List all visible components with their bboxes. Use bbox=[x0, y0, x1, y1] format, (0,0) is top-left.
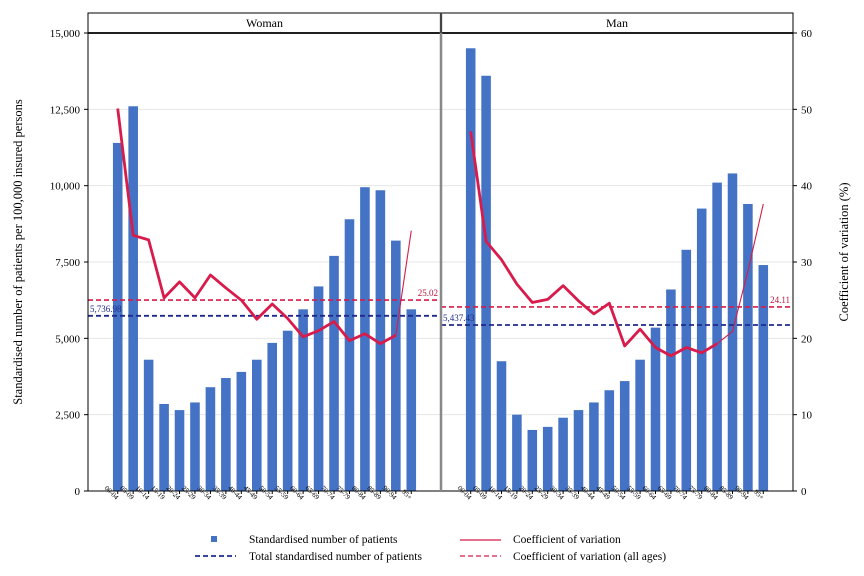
y2-tick-label: 60 bbox=[801, 28, 813, 40]
panel-title: Man bbox=[606, 16, 628, 30]
cv-line-thin bbox=[395, 230, 412, 336]
bar bbox=[758, 265, 769, 491]
bar bbox=[190, 402, 200, 491]
bar bbox=[174, 410, 185, 491]
y-axis-label: Standardised number of patients per 100,… bbox=[11, 99, 25, 405]
cv-all-label: 24.11 bbox=[770, 295, 790, 305]
bar bbox=[298, 309, 308, 491]
panel-header bbox=[88, 13, 441, 33]
bar bbox=[282, 330, 293, 491]
bar bbox=[743, 203, 753, 491]
bar bbox=[236, 371, 247, 491]
bar bbox=[465, 48, 476, 492]
bar bbox=[635, 359, 645, 491]
legend: Standardised number of patients Total sta… bbox=[195, 534, 666, 563]
axes bbox=[84, 32, 797, 494]
bar bbox=[205, 387, 216, 491]
y-tick-label: 12,500 bbox=[50, 104, 81, 116]
cv-lines bbox=[116, 108, 764, 358]
total-label: 5,736.98 bbox=[90, 304, 122, 314]
panel-header bbox=[441, 13, 793, 33]
cv-all-label: 25.02 bbox=[418, 288, 438, 298]
bar bbox=[696, 208, 707, 492]
bar bbox=[619, 381, 630, 491]
legend-bar-swatch bbox=[211, 536, 217, 542]
y-tick-label: 5,000 bbox=[55, 333, 80, 345]
y-tick-label: 0 bbox=[75, 486, 81, 498]
bar bbox=[558, 417, 568, 491]
bar bbox=[360, 187, 370, 491]
cv-line bbox=[469, 131, 718, 358]
bar bbox=[251, 359, 262, 491]
bar bbox=[573, 410, 584, 491]
y2-tick-label: 20 bbox=[801, 333, 813, 345]
total-label: 5,437.43 bbox=[443, 313, 475, 323]
panel-title: Woman bbox=[246, 16, 283, 30]
bar bbox=[344, 219, 355, 491]
bar bbox=[481, 75, 491, 491]
bar bbox=[496, 361, 507, 491]
legend-cv-label: Coefficient of variation bbox=[513, 534, 621, 546]
y-tick-label: 7,500 bbox=[55, 257, 80, 269]
legend-total-label: Total standardised number of patients bbox=[249, 551, 422, 563]
bar bbox=[267, 342, 278, 491]
bar bbox=[406, 309, 417, 491]
y2-tick-label: 10 bbox=[801, 410, 813, 422]
bar bbox=[666, 289, 676, 491]
bar bbox=[589, 402, 599, 491]
y2-tick-label: 50 bbox=[801, 104, 813, 116]
cv-line bbox=[116, 108, 397, 346]
bar bbox=[542, 426, 553, 491]
bar bbox=[313, 286, 324, 491]
bar bbox=[681, 249, 692, 491]
bar bbox=[221, 378, 231, 491]
bar bbox=[727, 173, 738, 491]
bar bbox=[650, 327, 661, 491]
bar bbox=[112, 142, 123, 492]
bar bbox=[375, 190, 386, 491]
bar bbox=[712, 182, 722, 491]
panel-frames bbox=[87, 12, 794, 492]
bar bbox=[329, 255, 339, 491]
legend-cv-all-label: Coefficient of variation (all ages) bbox=[513, 551, 666, 563]
y-tick-label: 10,000 bbox=[50, 181, 81, 193]
bar bbox=[604, 390, 615, 491]
y-tick-label: 15,000 bbox=[50, 28, 81, 40]
y2-tick-label: 30 bbox=[801, 257, 813, 269]
bar bbox=[143, 359, 154, 491]
bar bbox=[512, 414, 522, 491]
cv-line-thin bbox=[716, 203, 764, 345]
y-tick-label: 2,500 bbox=[55, 410, 80, 422]
bar bbox=[159, 403, 169, 491]
legend-bars-label: Standardised number of patients bbox=[249, 534, 398, 546]
bar bbox=[128, 106, 138, 491]
bar bbox=[391, 240, 401, 491]
bars bbox=[112, 48, 769, 492]
y2-tick-label: 0 bbox=[801, 486, 807, 498]
y2-tick-label: 40 bbox=[801, 181, 813, 193]
y2-axis-label: Coefficient of variation (%) bbox=[837, 183, 851, 322]
bar bbox=[527, 429, 538, 491]
